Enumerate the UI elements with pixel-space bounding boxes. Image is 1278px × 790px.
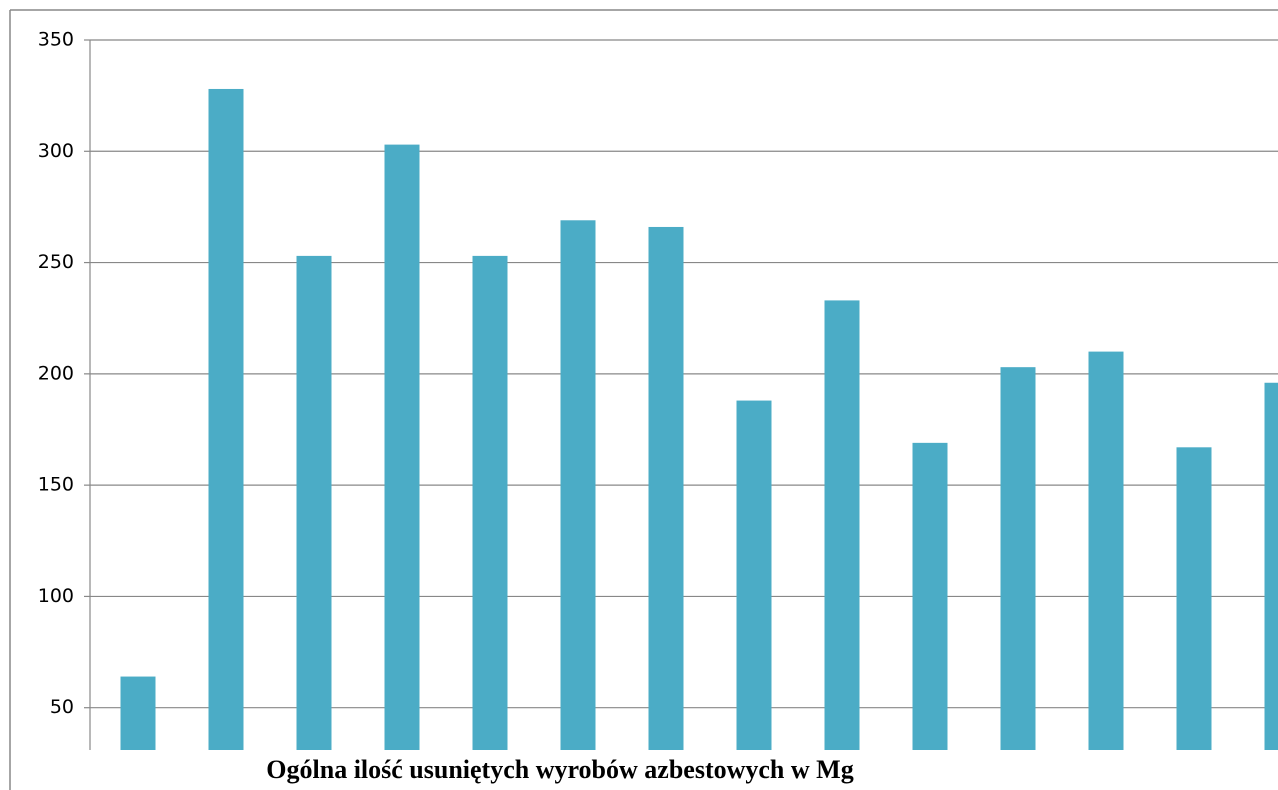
chart-title: Ogólna ilość usuniętych wyrobów azbestow… xyxy=(266,755,853,784)
bar xyxy=(648,226,684,751)
bar xyxy=(208,88,244,750)
y-tick-label: 150 xyxy=(38,474,74,496)
y-tick-label: 200 xyxy=(38,362,74,384)
bar xyxy=(560,220,596,751)
bar xyxy=(384,144,420,750)
y-tick-label: 350 xyxy=(38,29,74,51)
bar xyxy=(1176,447,1212,750)
bar xyxy=(1000,367,1036,750)
bar xyxy=(120,676,156,750)
bar xyxy=(1264,382,1278,750)
bar xyxy=(1088,351,1124,750)
y-tick-label: 100 xyxy=(38,585,74,607)
y-tick-label: 50 xyxy=(50,696,74,718)
bar xyxy=(296,255,332,750)
bar xyxy=(472,255,508,750)
y-tick-label: 300 xyxy=(38,140,74,162)
bar xyxy=(824,300,860,750)
bar xyxy=(736,400,772,750)
y-tick-label: 250 xyxy=(38,251,74,273)
bar xyxy=(912,442,948,750)
